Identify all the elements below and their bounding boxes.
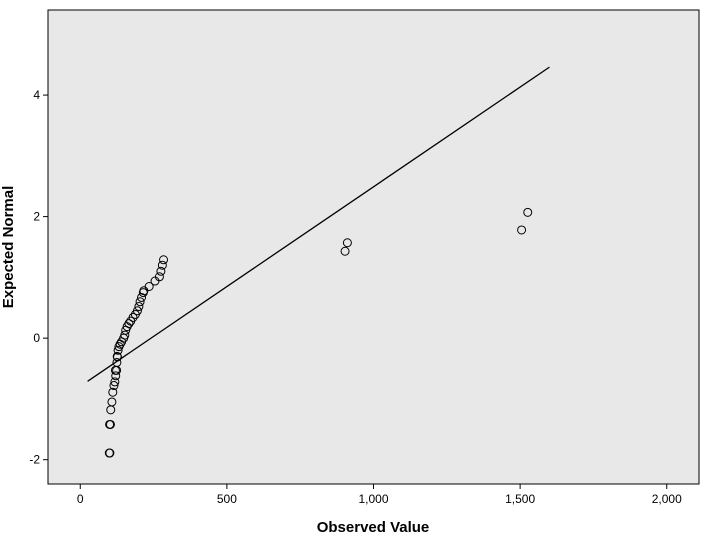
plot-area xyxy=(47,9,700,485)
x-tick-label: 2,000 xyxy=(652,492,682,506)
data-point xyxy=(137,292,147,302)
data-point xyxy=(132,306,142,316)
data-point xyxy=(109,381,119,391)
x-tick-label: 1,000 xyxy=(358,492,388,506)
data-point xyxy=(110,377,120,387)
data-point xyxy=(108,387,118,397)
data-point xyxy=(157,260,167,270)
data-point xyxy=(134,302,144,312)
y-axis-title: Expected Normal xyxy=(0,186,17,309)
data-point xyxy=(111,371,121,381)
y-tick-label: 0 xyxy=(33,331,40,345)
data-points xyxy=(104,207,533,458)
data-point xyxy=(105,448,115,458)
data-point xyxy=(156,266,166,276)
x-tick-label: 500 xyxy=(217,492,237,506)
data-point xyxy=(154,272,164,282)
x-tick-label: 0 xyxy=(77,492,84,506)
y-tick-label: 4 xyxy=(33,88,40,102)
reference-line-layer xyxy=(87,66,550,382)
data-point xyxy=(342,238,352,248)
y-tick-label: 2 xyxy=(33,210,40,224)
reference-line xyxy=(87,66,550,382)
x-axis-title: Observed Value xyxy=(317,519,430,536)
data-point xyxy=(112,352,122,362)
y-axis: -2 0 2 4 xyxy=(29,88,48,467)
data-point xyxy=(135,297,145,307)
data-point xyxy=(128,312,138,322)
data-point xyxy=(144,282,154,291)
data-point xyxy=(340,246,350,256)
x-tick-label: 1,500 xyxy=(505,492,535,506)
data-point xyxy=(523,207,533,217)
data-point xyxy=(113,345,123,355)
data-point xyxy=(120,330,130,340)
data-point xyxy=(124,319,134,329)
x-axis: 0 500 1,000 1,500 2,000 xyxy=(77,484,682,506)
data-point xyxy=(159,255,169,265)
data-point xyxy=(107,397,117,407)
data-point xyxy=(517,225,527,235)
data-point xyxy=(112,357,122,367)
y-tick-label: -2 xyxy=(29,453,40,467)
data-point xyxy=(105,419,115,429)
